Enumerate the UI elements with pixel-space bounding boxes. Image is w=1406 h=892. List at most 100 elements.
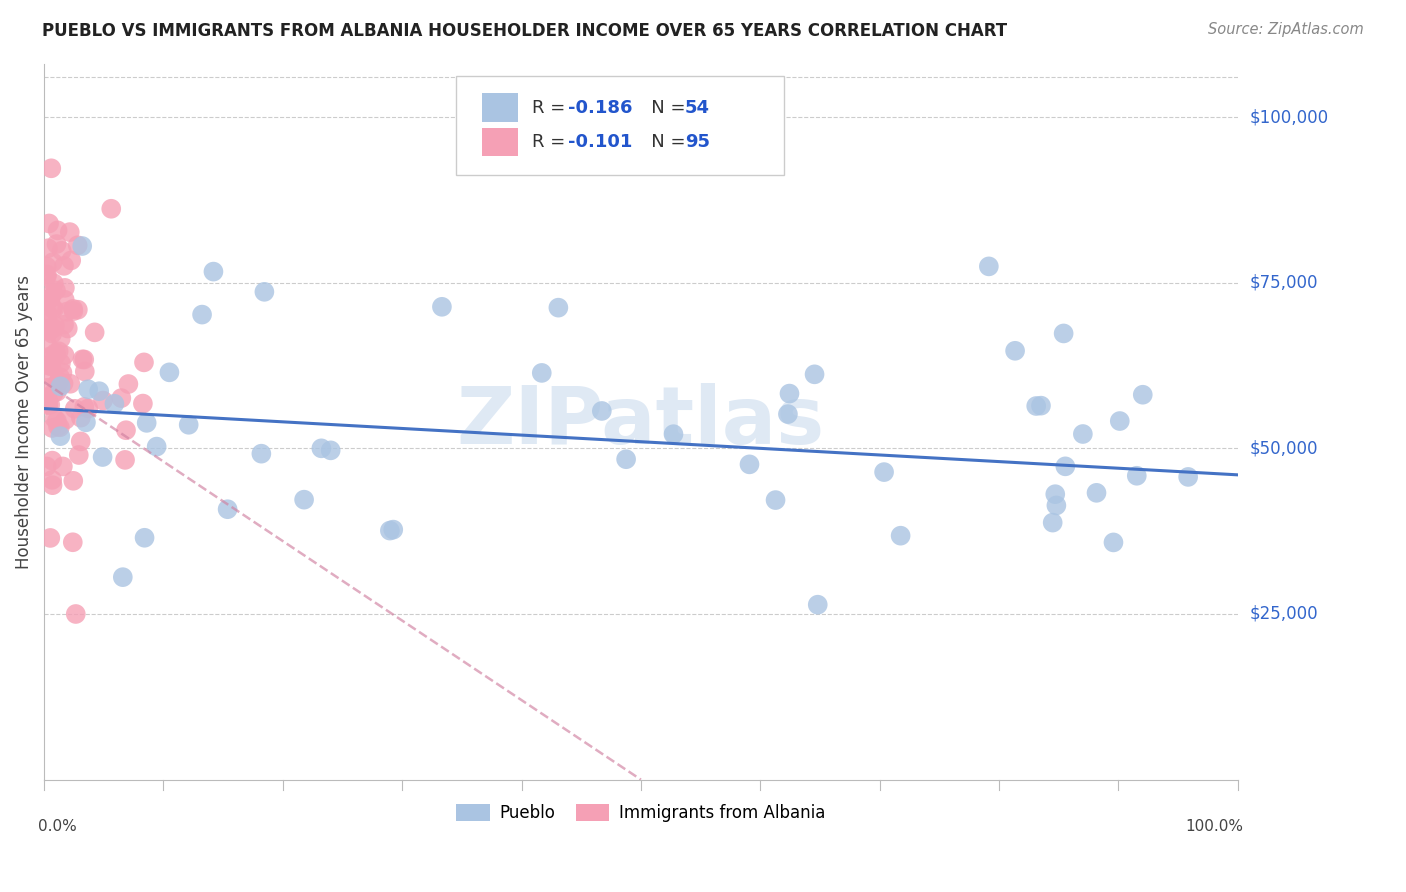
- Point: [103, 397, 125, 411]
- Point: [41, 359, 63, 374]
- Point: [77, 401, 100, 416]
- Point: [73, 365, 96, 379]
- Point: [115, 423, 138, 437]
- Point: [776, 407, 799, 421]
- Point: [38, 359, 60, 373]
- Point: [1042, 516, 1064, 530]
- Point: [430, 300, 453, 314]
- Point: [37, 381, 59, 395]
- Point: [62, 301, 84, 316]
- Point: [45, 348, 67, 362]
- Point: [117, 377, 139, 392]
- Point: [53, 293, 76, 307]
- Point: [135, 416, 157, 430]
- Point: [132, 396, 155, 410]
- Point: [41, 326, 63, 341]
- Text: 95: 95: [685, 133, 710, 151]
- Text: -0.186: -0.186: [568, 99, 633, 117]
- Text: $100,000: $100,000: [1250, 108, 1329, 126]
- Point: [70, 239, 93, 253]
- Text: R =: R =: [533, 133, 571, 151]
- Point: [1085, 485, 1108, 500]
- Point: [46, 376, 69, 390]
- Point: [46, 384, 69, 399]
- Point: [45, 414, 67, 428]
- Point: [46, 223, 69, 237]
- Point: [39, 161, 62, 176]
- Point: [53, 281, 76, 295]
- Point: [70, 410, 93, 425]
- Point: [1004, 343, 1026, 358]
- Point: [53, 348, 76, 362]
- Point: [977, 260, 1000, 274]
- Point: [159, 365, 181, 379]
- Point: [67, 448, 90, 462]
- Point: [803, 368, 825, 382]
- Point: [72, 352, 94, 367]
- Text: $25,000: $25,000: [1250, 605, 1319, 623]
- Y-axis label: Householder Income Over 65 years: Householder Income Over 65 years: [15, 275, 32, 569]
- Point: [1045, 499, 1067, 513]
- Point: [382, 523, 405, 537]
- Point: [44, 318, 66, 333]
- Point: [35, 260, 58, 274]
- Point: [49, 332, 72, 346]
- Point: [55, 413, 77, 427]
- Point: [738, 458, 761, 472]
- Text: $50,000: $50,000: [1250, 440, 1319, 458]
- Point: [49, 356, 72, 370]
- Point: [37, 390, 59, 404]
- Point: [1025, 399, 1047, 413]
- Point: [890, 529, 912, 543]
- Legend: Pueblo, Immigrants from Albania: Pueblo, Immigrants from Albania: [450, 797, 832, 829]
- Point: [145, 440, 167, 454]
- Point: [253, 285, 276, 299]
- Point: [42, 321, 65, 335]
- Point: [38, 350, 60, 364]
- Point: [250, 447, 273, 461]
- Point: [662, 427, 685, 442]
- Bar: [482, 94, 517, 122]
- Point: [45, 345, 67, 359]
- Point: [873, 465, 896, 479]
- Point: [111, 570, 134, 584]
- Point: [39, 291, 62, 305]
- Point: [292, 492, 315, 507]
- Point: [1045, 487, 1067, 501]
- Point: [73, 352, 96, 367]
- Point: [56, 304, 79, 318]
- Point: [378, 524, 401, 538]
- Point: [1126, 468, 1149, 483]
- Point: [37, 351, 59, 366]
- Point: [779, 386, 801, 401]
- Point: [42, 385, 65, 400]
- Point: [66, 238, 89, 252]
- Point: [37, 306, 59, 320]
- Text: PUEBLO VS IMMIGRANTS FROM ALBANIA HOUSEHOLDER INCOME OVER 65 YEARS CORRELATION C: PUEBLO VS IMMIGRANTS FROM ALBANIA HOUSEH…: [42, 22, 1007, 40]
- Point: [65, 607, 87, 621]
- Point: [45, 237, 67, 252]
- Point: [37, 293, 59, 307]
- Text: N =: N =: [634, 99, 690, 117]
- Point: [49, 420, 72, 434]
- Point: [39, 398, 62, 412]
- FancyBboxPatch shape: [456, 76, 785, 175]
- Point: [1132, 388, 1154, 402]
- Point: [41, 453, 63, 467]
- Point: [63, 401, 86, 416]
- Point: [69, 434, 91, 449]
- Point: [52, 376, 75, 391]
- Point: [37, 313, 59, 327]
- Point: [591, 404, 613, 418]
- Point: [191, 308, 214, 322]
- Bar: [482, 128, 517, 156]
- Text: -0.101: -0.101: [568, 133, 633, 151]
- Point: [44, 411, 66, 425]
- Point: [202, 264, 225, 278]
- Point: [91, 393, 114, 408]
- Point: [100, 202, 122, 216]
- Point: [765, 493, 787, 508]
- Point: [38, 324, 60, 338]
- Point: [49, 370, 72, 384]
- Point: [1102, 535, 1125, 549]
